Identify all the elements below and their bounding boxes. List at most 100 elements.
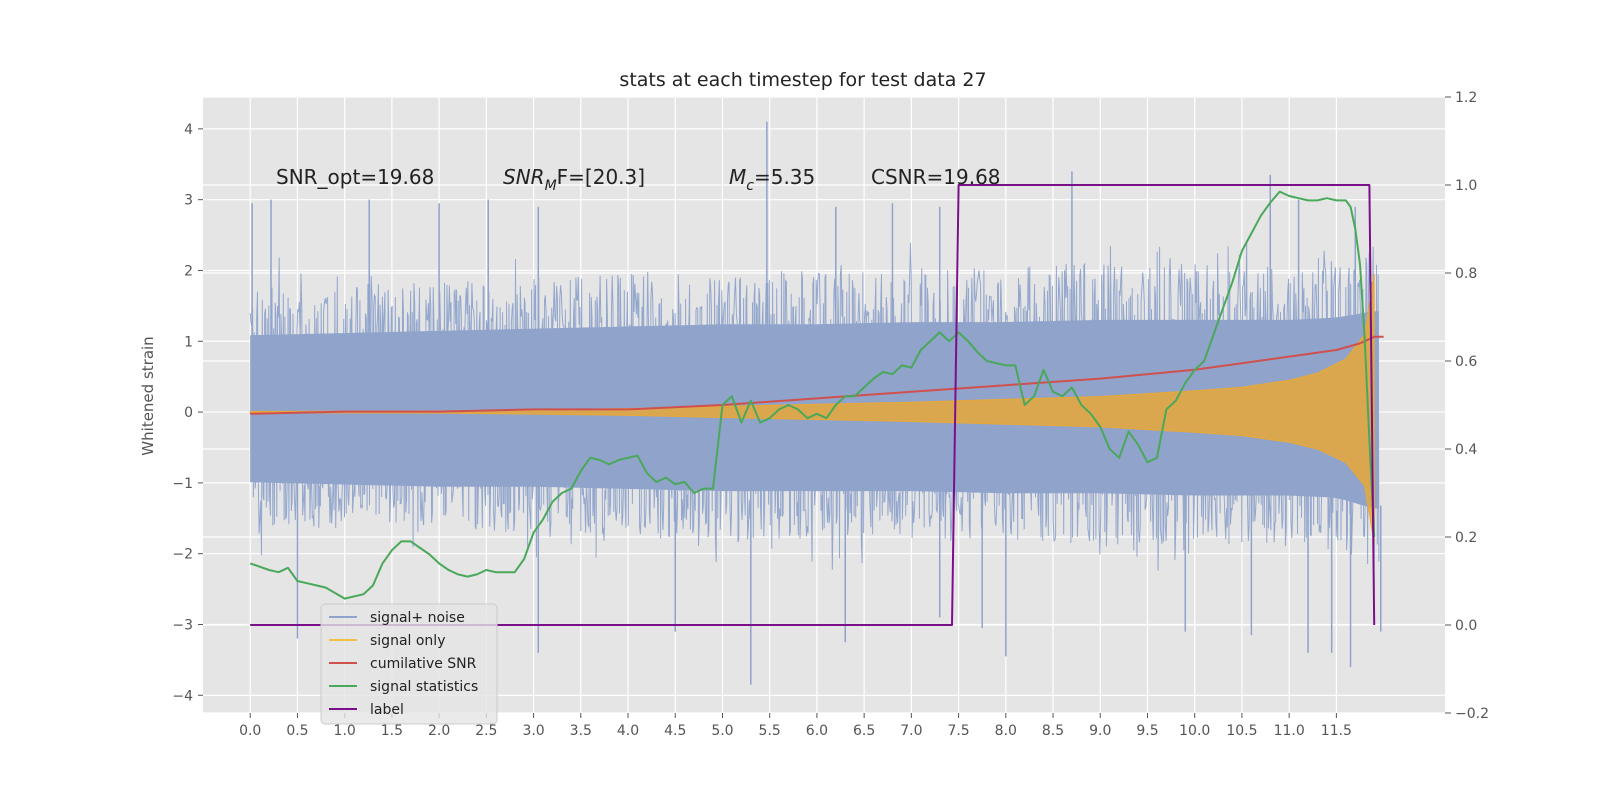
y2-tick: 1.0 (1445, 178, 1477, 194)
y-axis-left: −4 −3 −2 −1 0 1 2 3 4 (172, 122, 203, 704)
x-tick: 5.5 (759, 713, 781, 739)
legend-item-label: label (329, 702, 404, 718)
x-tick-label: 2.5 (475, 723, 497, 739)
x-tick-label: 10.0 (1179, 723, 1210, 739)
x-tick-label: 4.0 (617, 723, 639, 739)
plot-area (249, 121, 1384, 685)
y2-tick-label: 0.0 (1455, 618, 1477, 634)
x-tick: 8.5 (1042, 713, 1064, 739)
x-tick: 9.0 (1089, 713, 1111, 739)
y-tick-label: 3 (184, 193, 193, 209)
y2-tick-label: −0.2 (1455, 706, 1489, 722)
y-tick: 3 (184, 193, 203, 209)
x-tick: 9.5 (1136, 713, 1159, 739)
y2-tick-label: 1.0 (1455, 178, 1477, 194)
x-tick-label: 0.5 (286, 723, 308, 739)
y2-tick-label: 0.8 (1455, 266, 1477, 282)
x-tick: 11.0 (1274, 713, 1305, 739)
x-tick-label: 8.5 (1042, 723, 1064, 739)
y-tick-label: 0 (184, 405, 193, 421)
x-tick-label: 5.0 (711, 723, 733, 739)
legend-item-cumilative-snr: cumilative SNR (329, 656, 477, 672)
y-tick: −4 (172, 688, 203, 704)
x-tick-label: 1.0 (334, 723, 356, 739)
x-tick-label: 8.0 (995, 723, 1017, 739)
x-tick-label: 9.5 (1136, 723, 1158, 739)
legend-label: signal statistics (370, 679, 478, 695)
x-tick-label: 4.5 (664, 723, 686, 739)
y2-tick: 0.0 (1445, 618, 1477, 634)
x-tick-label: 9.0 (1089, 723, 1111, 739)
y2-tick-label: 0.4 (1455, 442, 1477, 458)
signal-statistics-line (249, 190, 1376, 600)
annotation-chirp-mass-symbol: M (729, 165, 746, 189)
x-tick: 3.0 (522, 713, 545, 739)
x-tick-label: 6.5 (853, 723, 875, 739)
x-tick-label: 11.5 (1321, 723, 1352, 739)
y2-tick: 0.4 (1445, 442, 1477, 458)
x-tick-label: 3.0 (522, 723, 544, 739)
y-tick-label: 2 (184, 263, 193, 279)
annotation-chirp-mass: Mc=5.35 (729, 165, 815, 194)
x-tick: 6.0 (806, 713, 828, 739)
y-tick-label: −2 (172, 547, 193, 563)
x-tick: 6.5 (853, 713, 875, 739)
annotations: SNR_opt=19.68 SNRMF=[20.3] Mc=5.35 CSNR=… (276, 165, 1001, 194)
legend-label: label (370, 702, 404, 718)
series-cumilative-snr (250, 335, 1384, 415)
annotation-snr-mf-symbol: SNR (503, 165, 545, 189)
y2-tick: 1.2 (1445, 90, 1477, 106)
x-tick: 4.5 (664, 713, 686, 739)
legend-label: signal+ noise (370, 610, 465, 626)
x-tick-label: 1.5 (381, 723, 403, 739)
x-tick-label: 5.5 (759, 723, 781, 739)
legend-item-signal-only: signal only (329, 633, 445, 649)
series-signal-statistics (249, 190, 1376, 600)
legend-label: signal only (370, 633, 445, 649)
x-tick-label: 2.0 (428, 723, 450, 739)
y-tick: 4 (184, 122, 203, 138)
series-label (250, 184, 1376, 626)
y-tick: 0 (184, 405, 203, 421)
chart-title: stats at each timestep for test data 27 (619, 69, 986, 91)
x-tick: 11.5 (1321, 713, 1352, 739)
x-tick: 7.0 (900, 713, 922, 739)
x-tick: 0.0 (239, 713, 261, 739)
x-tick-label: 6.0 (806, 723, 828, 739)
x-tick: 7.5 (947, 713, 970, 739)
x-tick-label: 0.0 (239, 723, 261, 739)
legend-label: cumilative SNR (370, 656, 477, 672)
y-tick-label: 4 (184, 122, 193, 138)
x-tick-label: 11.0 (1274, 723, 1305, 739)
y-tick-label: −3 (172, 617, 193, 633)
x-tick: 10.5 (1226, 713, 1258, 739)
x-tick: 8.0 (995, 713, 1017, 739)
x-tick-label: 7.0 (900, 723, 922, 739)
y2-tick: −0.2 (1445, 706, 1489, 722)
legend-item-signal-plus-noise: signal+ noise (329, 610, 465, 626)
annotation-snr-mf-value: F=[20.3] (557, 165, 645, 189)
y-tick: −2 (172, 547, 203, 563)
y2-tick: 0.6 (1445, 354, 1477, 370)
x-axis: 0.0 0.5 1.0 1.5 2.0 2.5 3.0 3.5 4.0 4.5 5.0 5.5 6.0 6… (239, 713, 1352, 739)
y-tick-label: −1 (172, 476, 193, 492)
y-axis-label: Whitened strain (139, 336, 157, 455)
annotation-snr-mf: SNRMF=[20.3] (503, 165, 645, 194)
legend-frame (320, 603, 498, 725)
annotation-csnr: CSNR=19.68 (871, 165, 1001, 189)
x-tick: 0.5 (286, 713, 309, 739)
legend-item-signal-statistics: signal statistics (329, 679, 478, 695)
y-tick: 1 (184, 334, 203, 350)
y-tick: −3 (172, 617, 203, 633)
y-axis-right: −0.2 0.0 0.2 0.4 0.6 0.8 1.0 1.2 (1445, 90, 1489, 722)
x-tick: 4.0 (617, 713, 639, 739)
annotation-snr-mf-subscript: M (545, 178, 557, 194)
y2-tick-label: 0.2 (1455, 530, 1477, 546)
x-tick-label: 3.5 (570, 723, 592, 739)
x-tick: 10.0 (1179, 713, 1210, 739)
y2-tick-label: 1.2 (1455, 90, 1477, 106)
y-tick-label: −4 (172, 688, 193, 704)
annotation-chirp-mass-value: =5.35 (754, 165, 815, 189)
y-tick: 2 (184, 263, 203, 279)
